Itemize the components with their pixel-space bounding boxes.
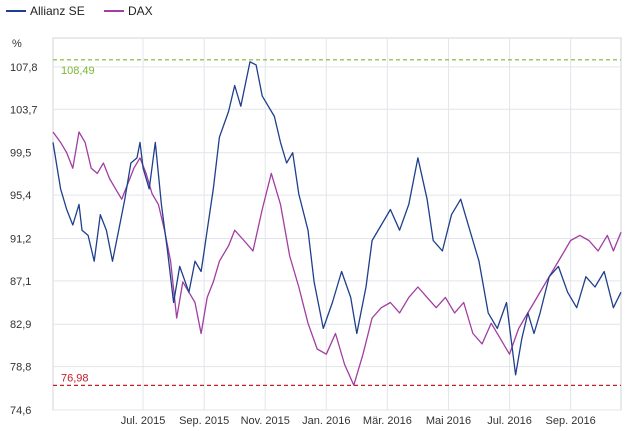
reference-label-min: 76,98 (61, 372, 89, 384)
y-axis-unit-label: % (12, 38, 22, 50)
series-lines (52, 61, 622, 386)
y-tick-label: 95,4 (10, 190, 31, 202)
x-tick-label: Jul. 2016 (487, 415, 532, 427)
x-tick-label: Sep. 2015 (179, 415, 229, 427)
reference-label-max: 108,49 (61, 65, 95, 77)
y-gridlines (53, 66, 621, 411)
reference-lines: 108,49 76,98 (53, 59, 621, 387)
y-tick-label: 78,8 (10, 362, 31, 374)
y-tick-label: 87,1 (10, 276, 31, 288)
y-axis-ticks: 107,8 103,7 99,5 95,4 91,2 87,1 82,9 78,8 74,6 (10, 62, 38, 417)
x-tick-label: Nov. 2015 (241, 415, 290, 427)
y-tick-label: 82,9 (10, 319, 31, 331)
legend-label-allianz: Allianz SE (30, 4, 85, 18)
y-tick-label: 91,2 (10, 233, 31, 245)
x-tick-label: Jan. 2016 (302, 415, 350, 427)
y-tick-label: 103,7 (10, 104, 38, 116)
x-tick-label: Sep. 2016 (546, 415, 596, 427)
y-tick-label: 74,6 (10, 405, 31, 417)
y-tick-label: 99,5 (10, 148, 31, 160)
x-tick-label: Jul. 2015 (121, 415, 166, 427)
x-tick-label: Mär. 2016 (363, 415, 412, 427)
x-tick-label: Mai 2016 (426, 415, 471, 427)
x-gridlines (142, 38, 572, 410)
legend-label-dax: DAX (128, 4, 153, 18)
series-line-allianz-se (52, 61, 622, 376)
x-axis-ticks: Jul. 2015 Sep. 2015 Nov. 2015 Jan. 2016 Mär.… (121, 415, 596, 427)
legend: Allianz SE DAX (6, 4, 153, 18)
y-tick-label: 107,8 (10, 62, 38, 74)
